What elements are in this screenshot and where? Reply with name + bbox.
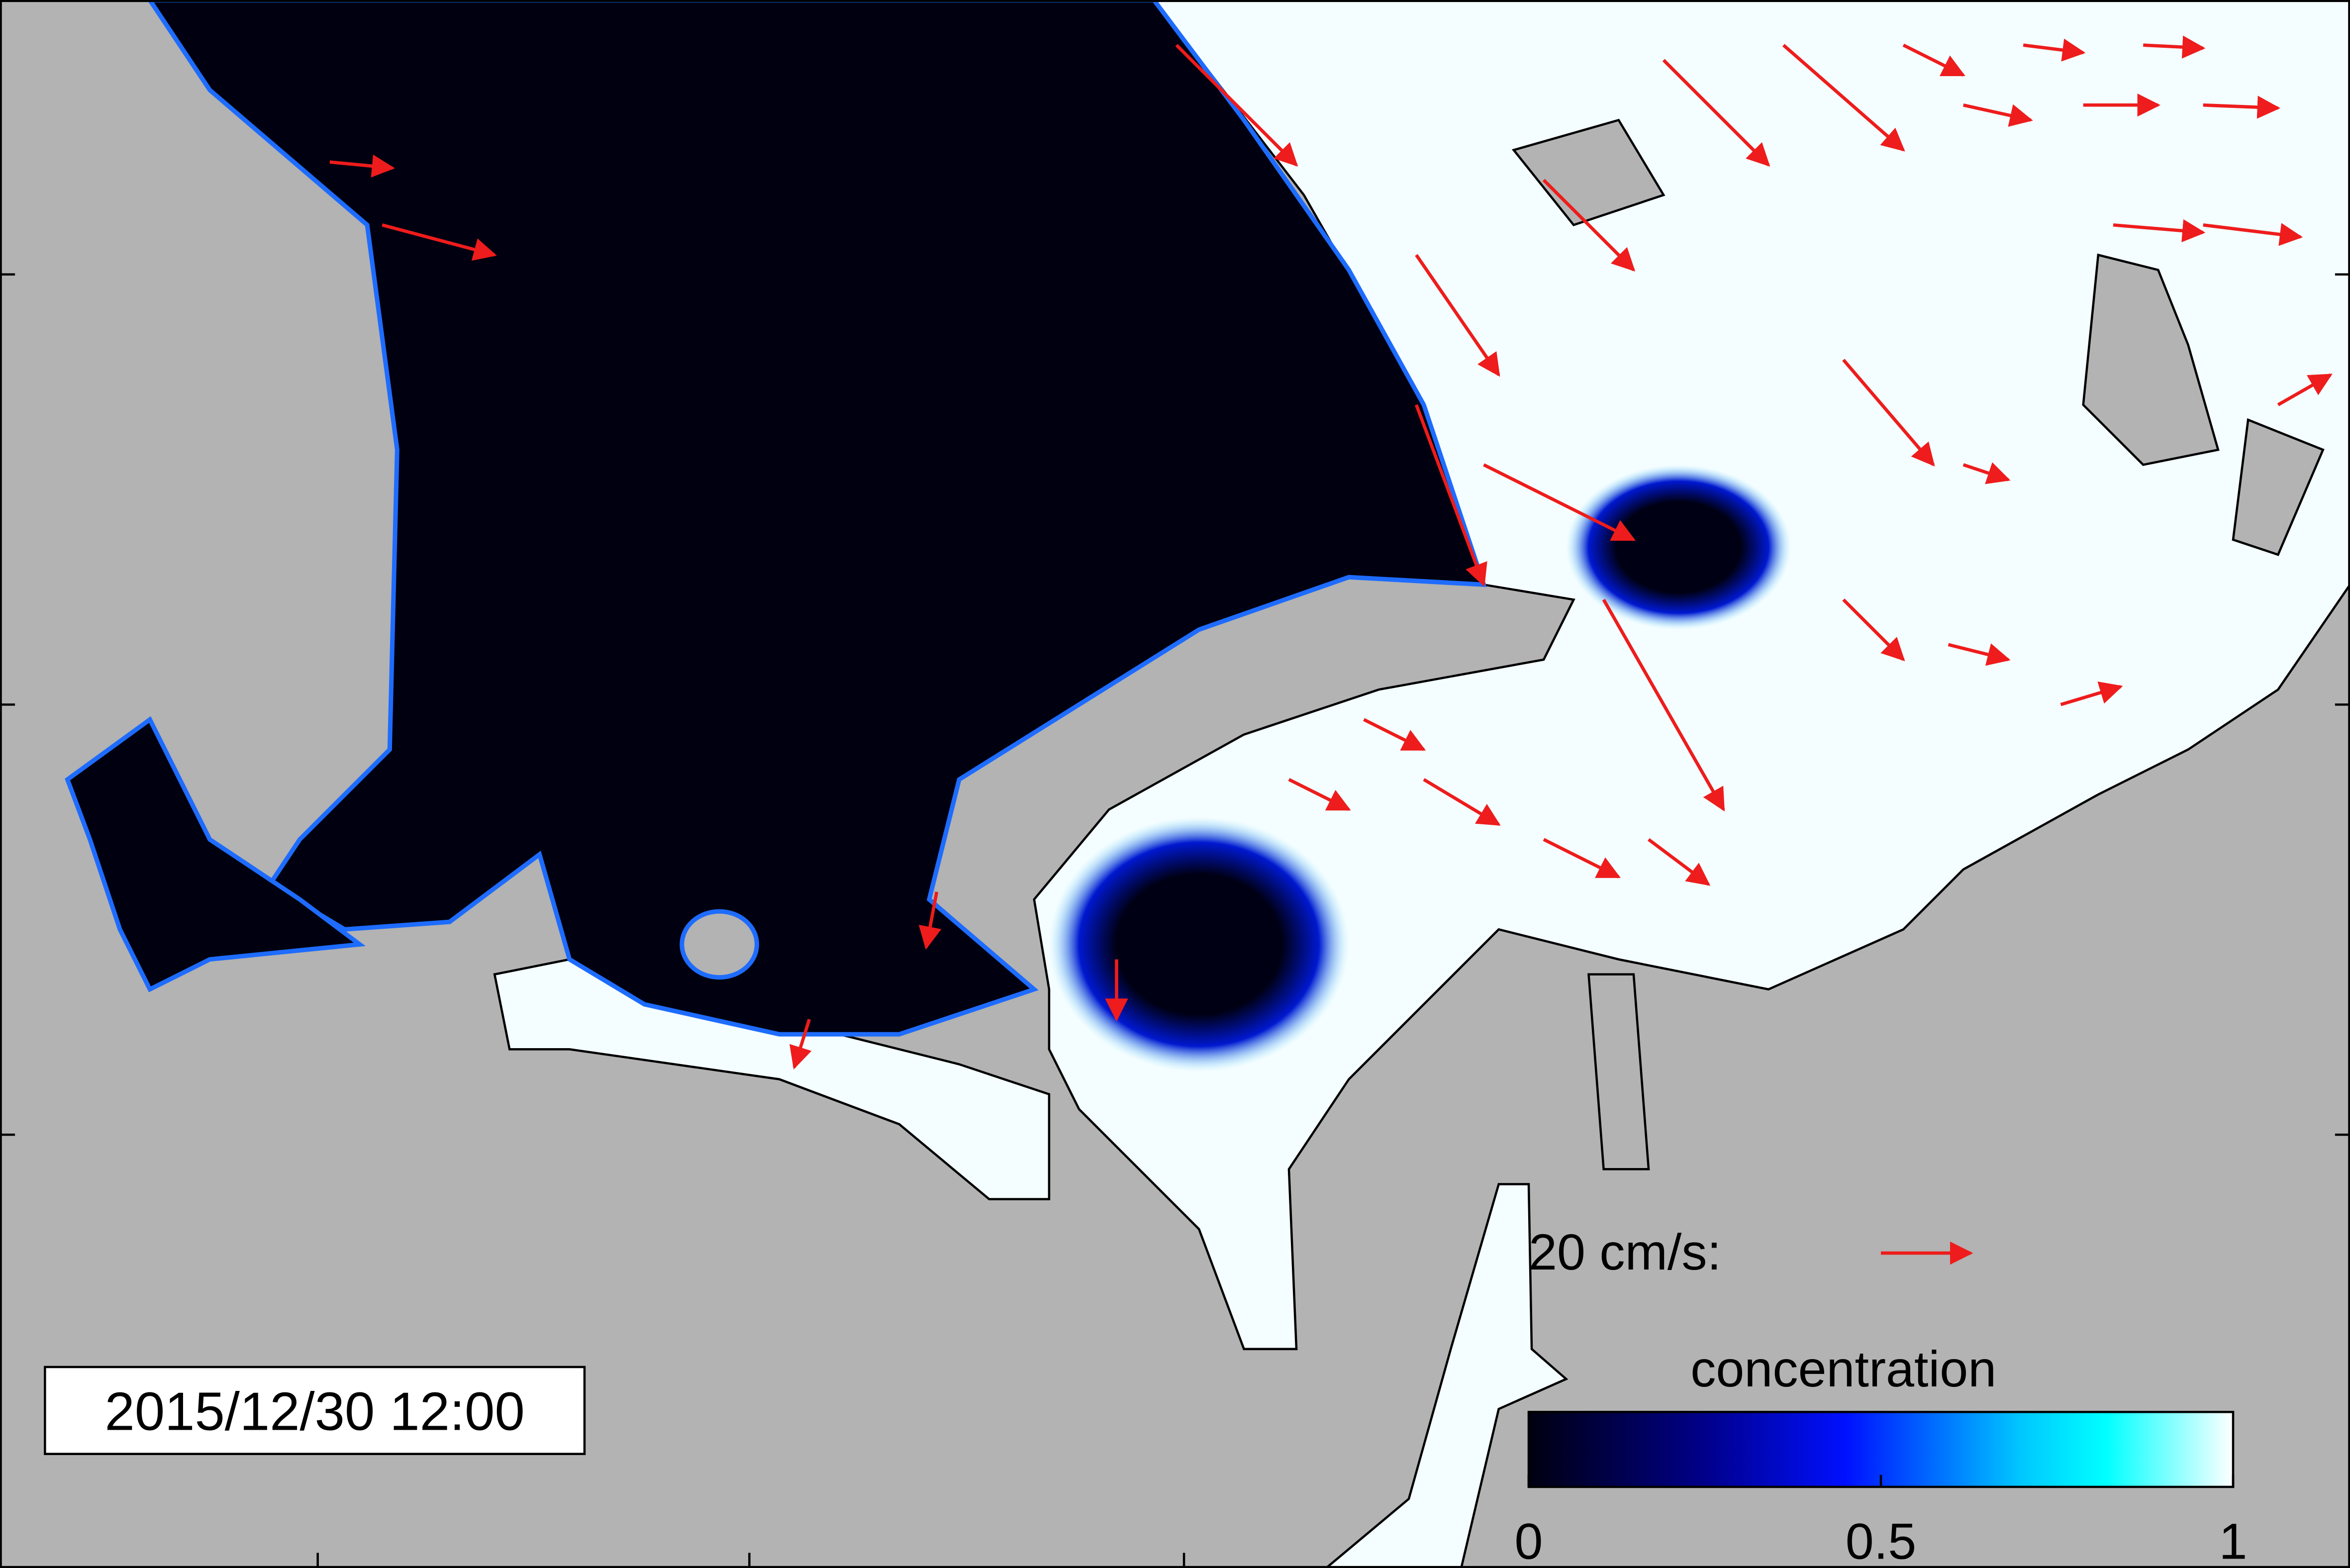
ice-channel [1324,1183,1568,1568]
ice-free-pocket [1049,817,1349,1072]
velocity-arrow [2143,35,2206,59]
velocity-arrow [1782,44,1905,152]
island [2232,418,2325,556]
velocity-arrow [1962,462,2011,485]
velocity-arrow [2060,681,2123,706]
velocity-arrow [1842,359,1935,467]
velocity-arrow [2203,223,2303,246]
velocity-arrow [1962,103,2033,127]
velocity-arrow [1414,404,1487,587]
velocity-arrow [1288,778,1351,811]
velocity-arrow [1842,598,1905,662]
west-bay-water [65,716,366,992]
velocity-arrow [1415,254,1500,377]
velocity-arrow [1363,718,1426,751]
velocity-arrow [789,1019,812,1070]
velocity-arrow [1483,463,1636,541]
velocity-arrow [2203,96,2281,119]
velocity-arrow [2277,373,2333,406]
colorbar-tick-label: 1 [2219,1513,2248,1568]
velocity-arrow [1902,43,1965,77]
colorbar-tick-label: 0.5 [1846,1513,1916,1568]
velocity-arrow [918,891,942,950]
island [1511,118,1665,226]
colorbar-ticks: 0 0.5 1 [1515,1474,2248,1568]
velocity-arrow [1423,778,1501,826]
island [2082,253,2220,466]
velocity-arrow [382,223,497,261]
ice-free-pocket [1566,465,1791,630]
timestamp: 2015/12/30 12:00 [105,1381,525,1441]
velocity-arrow [1948,643,2011,666]
colorbar-tick-label: 0 [1515,1513,1543,1568]
velocity-arrow [1662,59,1770,167]
velocity-arrow [2023,38,2086,62]
timestamp-box [44,1366,586,1455]
velocity-arrow [1648,838,1711,886]
velocity-arrow [1542,179,1636,272]
velocity-arrow [2113,219,2206,242]
velocity-arrows [329,35,2333,1070]
island [1587,973,1650,1171]
velocity-arrow [1602,598,1725,812]
island [680,909,759,980]
ice-region [1033,0,2350,1351]
colorbar-title: concentration [1690,1340,1996,1397]
velocity-arrow [1175,44,1298,167]
velocity-arrow [329,154,395,178]
scale-label: 20 cm/s: [1529,1223,1721,1280]
velocity-arrow [1543,838,1621,879]
